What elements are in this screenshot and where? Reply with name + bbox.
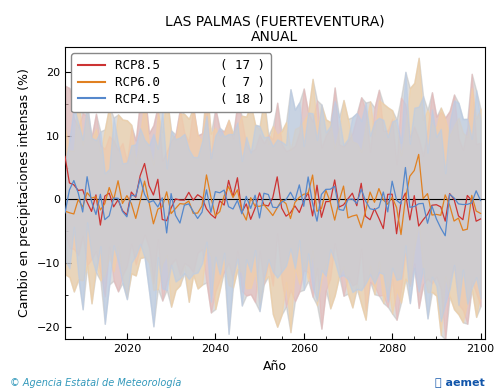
Legend: RCP8.5        ( 17 ), RCP6.0        (  7 ), RCP4.5        ( 18 ): RCP8.5 ( 17 ), RCP6.0 ( 7 ), RCP4.5 ( 18… [72,53,271,112]
Title: LAS PALMAS (FUERTEVENTURA)
ANUAL: LAS PALMAS (FUERTEVENTURA) ANUAL [165,14,385,44]
X-axis label: Año: Año [263,360,287,373]
Y-axis label: Cambio en precipitaciones intensas (%): Cambio en precipitaciones intensas (%) [18,69,31,317]
Text: ⌖ aemet: ⌖ aemet [435,378,485,388]
Text: © Agencia Estatal de Meteorología: © Agencia Estatal de Meteorología [10,378,182,388]
